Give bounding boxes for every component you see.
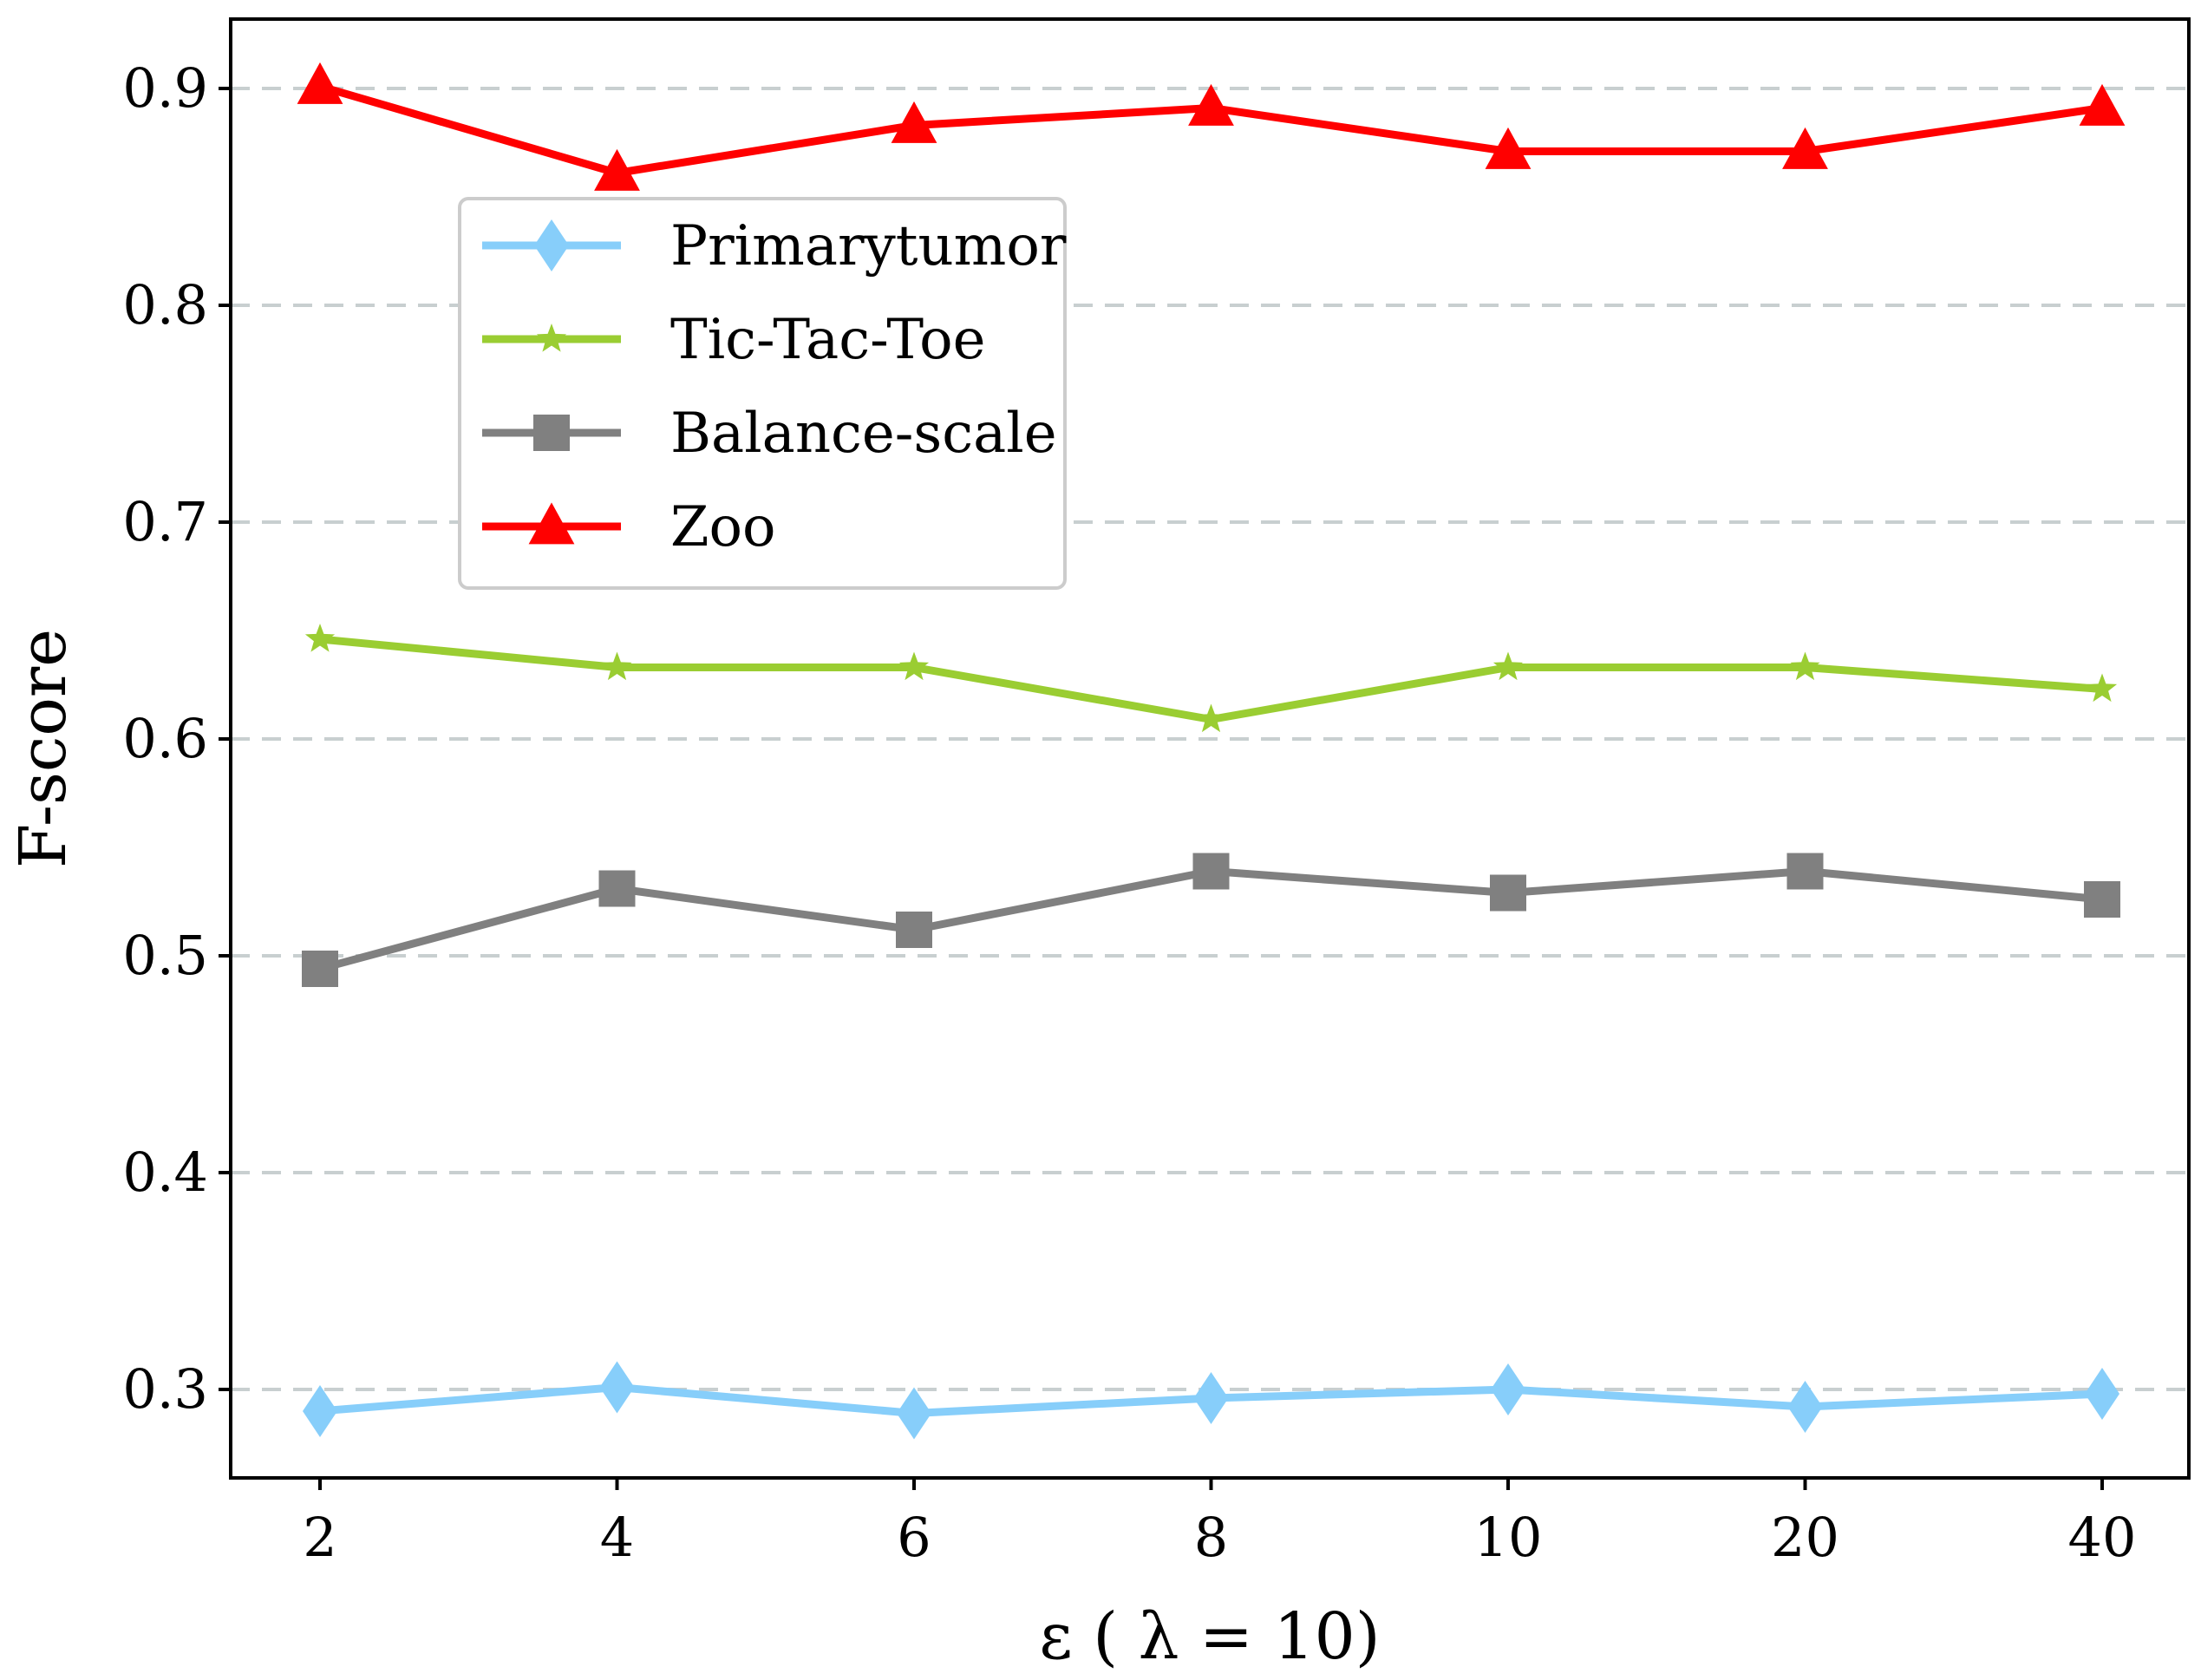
data-point-primarytumor <box>599 1361 635 1414</box>
data-point-primarytumor <box>897 1387 931 1440</box>
legend: Primarytumor Tic-Tac-Toe Balance-scale Zoo <box>458 197 1067 590</box>
y-tick-label: 0.6 <box>122 707 208 770</box>
x-tick-label: 40 <box>2068 1506 2137 1569</box>
data-point-balance-scale <box>598 870 636 907</box>
data-point-tic-tac-toe <box>1790 651 1820 681</box>
y-tick-label: 0.4 <box>122 1141 208 1204</box>
data-point-tic-tac-toe <box>1196 703 1226 733</box>
data-point-zoo <box>891 101 937 143</box>
x-tick-label: 4 <box>600 1506 634 1569</box>
y-axis-title: F-score <box>6 629 81 868</box>
data-point-primarytumor <box>1491 1363 1525 1415</box>
data-point-zoo <box>1782 127 1828 169</box>
y-axis: 0.3 0.4 0.5 0.6 0.7 0.8 0.9 <box>122 56 231 1421</box>
series-zoo <box>297 62 2126 191</box>
x-tick-label: 6 <box>897 1506 931 1569</box>
x-axis-title: ε ( λ = 10) <box>1039 1599 1380 1674</box>
x-tick-label: 8 <box>1194 1506 1228 1569</box>
x-tick-label: 10 <box>1474 1506 1543 1569</box>
data-point-primarytumor <box>1193 1372 1229 1424</box>
legend-marker-primarytumor <box>534 219 569 271</box>
legend-marker-tic-tac-toe <box>536 324 567 352</box>
legend-label-balance-scale: Balance-scale <box>670 402 1057 466</box>
data-point-zoo <box>2079 83 2126 126</box>
data-point-zoo <box>297 62 343 104</box>
data-point-tic-tac-toe <box>602 651 632 681</box>
data-point-balance-scale <box>1786 853 1824 890</box>
y-tick-label: 0.8 <box>122 273 208 337</box>
y-tick-label: 0.5 <box>122 924 208 987</box>
x-tick-label: 20 <box>1771 1506 1839 1569</box>
data-point-tic-tac-toe <box>2087 673 2118 703</box>
data-point-primarytumor <box>1787 1381 1823 1433</box>
legend-label-tic-tac-toe: Tic-Tac-Toe <box>670 308 986 372</box>
data-point-tic-tac-toe <box>1492 651 1524 681</box>
data-point-tic-tac-toe <box>304 624 336 652</box>
data-point-balance-scale <box>302 951 338 987</box>
series-primarytumor <box>303 1361 2119 1440</box>
series-group <box>297 62 2126 1440</box>
x-axis: 2 4 6 8 10 20 40 <box>303 1478 2136 1569</box>
y-tick-label: 0.7 <box>122 490 208 553</box>
data-point-balance-scale <box>1192 853 1230 890</box>
data-point-balance-scale <box>1490 874 1526 912</box>
data-point-balance-scale <box>2084 881 2120 918</box>
legend-marker-zoo <box>528 502 575 545</box>
data-point-zoo <box>594 148 640 191</box>
x-tick-label: 2 <box>303 1506 336 1569</box>
data-point-zoo <box>1485 127 1532 169</box>
y-tick-label: 0.3 <box>122 1357 208 1421</box>
data-point-primarytumor <box>2085 1368 2119 1420</box>
series-balance-scale <box>302 853 2120 987</box>
series-tic-tac-toe <box>304 624 2118 733</box>
data-point-tic-tac-toe <box>898 651 930 681</box>
legend-label-zoo: Zoo <box>670 495 776 559</box>
legend-marker-balance-scale <box>533 415 570 451</box>
data-point-balance-scale <box>896 912 932 948</box>
y-tick-label: 0.9 <box>122 56 208 120</box>
legend-frame <box>458 197 1067 590</box>
data-point-primarytumor <box>303 1385 337 1437</box>
legend-label-primarytumor: Primarytumor <box>670 214 1067 278</box>
data-point-zoo <box>1188 83 1234 126</box>
